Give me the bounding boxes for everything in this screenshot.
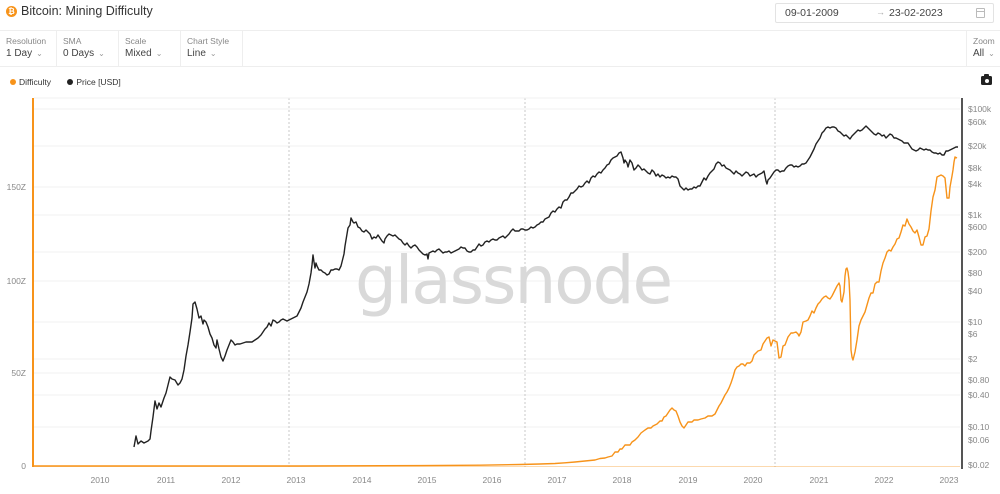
chart-toolbar: Resolution 1 Day ⌄ SMA 0 Days ⌄ Scale Mixe… <box>0 30 1000 67</box>
zoom-value: All <box>973 48 985 59</box>
sma-label: SMA <box>63 36 82 46</box>
chevron-down-icon: ⌄ <box>155 49 163 58</box>
resolution-dropdown[interactable]: Resolution 1 Day ⌄ <box>0 31 57 67</box>
x-tick: 2022 <box>875 475 894 485</box>
y-right-tick: $0.02 <box>968 460 990 470</box>
calendar-icon[interactable] <box>976 8 985 18</box>
date-to-input[interactable]: 23-02-2023 <box>889 7 943 19</box>
bitcoin-icon: ₿ <box>6 6 17 17</box>
y-right-tick: $200 <box>968 247 987 257</box>
zoom-dropdown[interactable]: Zoom All ⌄ <box>966 31 1000 67</box>
black-dot-icon <box>67 79 74 85</box>
x-tick: 2020 <box>744 475 763 485</box>
chevron-down-icon: ⌄ <box>36 49 43 58</box>
legend-label: Difficulty <box>19 77 51 87</box>
x-tick: 2016 <box>483 475 502 485</box>
gridlines <box>34 108 960 428</box>
legend-item-price[interactable]: Price [USD] <box>67 77 121 87</box>
x-tick: 2021 <box>810 475 829 485</box>
x-tick: 2014 <box>353 475 372 485</box>
y-right-tick: $1k <box>968 210 982 220</box>
orange-dot-icon <box>10 79 16 85</box>
y-right-tick: $80 <box>968 268 982 278</box>
x-tick: 2019 <box>679 475 698 485</box>
y-right-tick: $0.80 <box>968 375 990 385</box>
camera-icon[interactable] <box>981 74 992 85</box>
x-tick: 2013 <box>287 475 306 485</box>
price-line <box>133 125 958 448</box>
right-axis-labels: $100k $60k $20k $8k $4k $1k $600 $200 $8… <box>968 104 992 470</box>
difficulty-line <box>34 156 958 467</box>
arrow-right-icon: → <box>876 7 885 17</box>
x-tick: 2015 <box>418 475 437 485</box>
scale-dropdown[interactable]: Scale Mixed ⌄ <box>119 31 181 67</box>
y-right-tick: $6 <box>968 329 978 339</box>
chart-legend: Difficulty Price [USD] <box>10 77 135 87</box>
y-right-tick: $4k <box>968 179 982 189</box>
header: ₿ Bitcoin: Mining Difficulty 09-01-2009 … <box>0 0 1000 30</box>
y-right-tick: $100k <box>968 104 992 114</box>
y-tick: 150Z <box>7 182 26 192</box>
chevron-down-icon: ⌄ <box>988 49 995 58</box>
x-tick: 2012 <box>222 475 241 485</box>
chart-style-label: Chart Style <box>187 36 230 46</box>
halving-markers <box>288 98 776 467</box>
chart-style-value: Line <box>187 48 206 59</box>
zoom-label: Zoom <box>973 36 995 46</box>
y-right-tick: $0.10 <box>968 422 990 432</box>
y-right-tick: $600 <box>968 222 987 232</box>
page-title: Bitcoin: Mining Difficulty <box>21 4 153 18</box>
scale-label: Scale <box>125 36 147 46</box>
sma-dropdown[interactable]: SMA 0 Days ⌄ <box>57 31 119 67</box>
legend-item-difficulty[interactable]: Difficulty <box>10 77 51 87</box>
chart-style-dropdown[interactable]: Chart Style Line ⌄ <box>181 31 243 67</box>
x-tick: 2010 <box>91 475 110 485</box>
y-right-tick: $60k <box>968 117 987 127</box>
chevron-down-icon: ⌄ <box>98 49 105 58</box>
date-range-picker[interactable]: 09-01-2009 → 23-02-2023 <box>775 3 994 23</box>
y-right-tick: $10 <box>968 317 982 327</box>
watermark: glassnode <box>355 242 671 319</box>
y-right-tick: $20k <box>968 141 987 151</box>
y-right-tick: $0.40 <box>968 390 990 400</box>
y-right-tick: $0.06 <box>968 435 990 445</box>
y-right-tick: $40 <box>968 286 982 296</box>
scale-value: Mixed <box>125 48 152 59</box>
legend-label: Price [USD] <box>76 77 121 87</box>
sma-value: 0 Days <box>63 48 95 59</box>
left-axis-labels: 0 50Z 100Z 150Z <box>7 182 27 471</box>
x-tick: 2011 <box>157 475 176 485</box>
resolution-label: Resolution <box>6 36 47 46</box>
x-tick: 2018 <box>613 475 632 485</box>
x-axis-labels: 2010 2011 2012 2013 2014 2015 2016 2017 … <box>91 475 959 485</box>
date-from-input[interactable]: 09-01-2009 <box>785 7 839 19</box>
x-tick: 2023 <box>940 475 959 485</box>
y-tick: 0 <box>21 461 26 471</box>
y-right-tick: $2 <box>968 354 978 364</box>
chevron-down-icon: ⌄ <box>209 49 217 58</box>
x-tick: 2017 <box>548 475 567 485</box>
y-right-tick: $8k <box>968 163 982 173</box>
resolution-value: 1 Day <box>6 48 33 59</box>
y-tick: 100Z <box>7 276 26 286</box>
y-tick: 50Z <box>11 368 26 378</box>
